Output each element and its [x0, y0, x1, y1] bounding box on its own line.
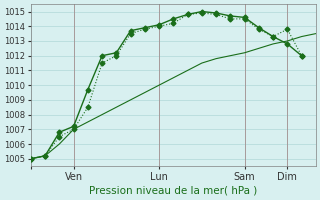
- X-axis label: Pression niveau de la mer( hPa ): Pression niveau de la mer( hPa ): [89, 186, 258, 196]
